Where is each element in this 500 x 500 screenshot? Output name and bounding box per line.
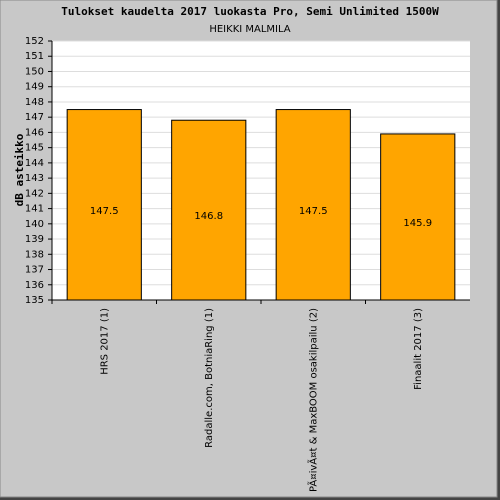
chart-title: Tulokset kaudelta 2017 luokasta Pro, Sem…	[61, 5, 439, 18]
y-tick-label: 138	[25, 249, 44, 260]
value-label: 147.5	[90, 206, 119, 217]
y-tick-label: 152	[25, 36, 44, 47]
y-tick-label: 137	[25, 265, 44, 276]
y-tick-label: 136	[25, 280, 44, 291]
chart-subtitle: HEIKKI MALMILA	[209, 24, 290, 35]
y-tick-label: 135	[25, 295, 44, 306]
bar	[275, 109, 351, 301]
y-tick-label: 147	[25, 112, 44, 123]
y-tick-label: 151	[25, 51, 44, 62]
value-label: 147.5	[299, 206, 328, 217]
y-tick-label: 148	[25, 97, 44, 108]
y-tick-label: 145	[25, 143, 44, 154]
x-tick-label: Finaalit 2017 (3)	[413, 308, 424, 390]
bar	[380, 133, 456, 301]
y-axis-label: dB asteikko	[13, 133, 26, 206]
x-tick-label: HRS 2017 (1)	[99, 308, 110, 375]
y-tick-label: 149	[25, 82, 44, 93]
y-tick-label: 139	[25, 234, 44, 245]
y-tick-label: 144	[25, 158, 44, 169]
y-tick-label: 146	[25, 127, 44, 138]
y-tick-label: 141	[25, 204, 44, 215]
value-label: 145.9	[403, 218, 432, 229]
y-tick-label: 143	[25, 173, 44, 184]
y-tick-label: 150	[25, 66, 44, 77]
value-label: 146.8	[194, 211, 223, 222]
x-tick-label: PÃ¤ivÃ¤t & MaxBOOM osakilpailu (2)	[306, 308, 319, 492]
y-tick-label: 140	[25, 219, 44, 230]
bar	[171, 119, 247, 301]
bar	[66, 109, 142, 301]
x-tick-label: Radalle.com, BotniaRing (1)	[204, 308, 215, 448]
y-tick-label: 142	[25, 188, 44, 199]
